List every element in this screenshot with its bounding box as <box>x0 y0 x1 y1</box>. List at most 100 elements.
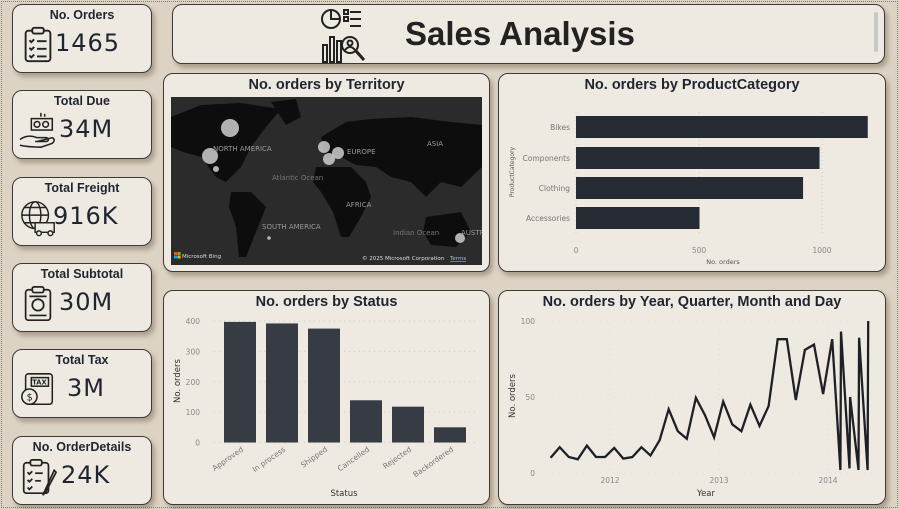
x-axis-title: Year <box>696 489 716 499</box>
bar-bikes <box>576 116 868 138</box>
kpi-label: Total Due <box>53 94 111 108</box>
x-tick-label: 2013 <box>709 476 728 485</box>
kpi-label: Total Tax <box>55 353 109 367</box>
product-category-chart: 0 500 1000 Bikes Components Clothing Accessori… <box>509 112 868 266</box>
bar-rejected <box>392 406 424 443</box>
kpi-value: 1465 <box>55 29 121 57</box>
kpi-card-total-tax: Total Tax TAX $ 3M <box>12 349 152 418</box>
kpi-card-total-due: Total Due 34M <box>12 90 152 159</box>
product-category-chart-card: No. orders by ProductCategory 0 500 1000 Bi… <box>498 73 886 272</box>
y-tick-label: 0 <box>530 469 535 478</box>
kpi-value: 24K <box>61 461 111 489</box>
chart-title: No. orders by Territory <box>248 77 405 93</box>
status-chart-card: No. orders by Status 0 100 200 300 400 Approv… <box>163 290 490 505</box>
money-hand-icon <box>19 112 55 148</box>
kpi-card-no-orderdetails: No. OrderDetails 24K <box>12 436 152 505</box>
map-label: Indian Ocean <box>393 229 439 237</box>
map-bubble <box>213 166 219 172</box>
y-tick-label: 200 <box>186 378 201 387</box>
y-axis-title: ProductCategory <box>509 146 516 197</box>
x-tick-label: Rejected <box>381 445 413 471</box>
kpi-label: No. Orders <box>49 8 115 22</box>
kpi-value: 30M <box>59 288 114 316</box>
y-tick-label: 400 <box>186 317 201 326</box>
territory-map-card: No. orders by Territory NORTH AMERICA EU… <box>163 73 490 272</box>
map-label: ASIA <box>427 140 443 148</box>
map-label: SOUTH AMERICA <box>262 223 321 231</box>
y-axis-title: No. orders <box>508 373 518 417</box>
y-tick-label: 100 <box>521 317 536 326</box>
svg-text:TAX: TAX <box>32 378 46 386</box>
x-tick-label: 0 <box>574 246 579 255</box>
chart-title: No. orders by ProductCategory <box>584 77 800 93</box>
bar-clothing <box>576 177 804 199</box>
map-copyright: © 2025 Microsoft Corporation <box>362 255 445 262</box>
x-tick-label: 500 <box>692 246 707 255</box>
y-tick-label: Components <box>523 154 571 163</box>
map-bubble <box>202 148 218 164</box>
x-tick-label: 2012 <box>600 476 619 485</box>
kpi-label: Total Freight <box>44 181 120 195</box>
y-tick-label: Accessories <box>526 214 570 223</box>
territory-map[interactable]: NORTH AMERICA EUROPE ASIA Atlantic Ocean… <box>171 97 482 265</box>
order-bubbles <box>202 119 465 243</box>
map-label: Atlantic Ocean <box>272 174 323 182</box>
x-axis-title: No. orders <box>706 258 740 266</box>
series-line <box>549 320 870 471</box>
globe-delivery-truck-icon <box>21 201 55 237</box>
header-banner: Sales Analysis <box>172 4 885 64</box>
bar-cancelled <box>350 400 382 443</box>
x-tick-label: Approved <box>211 445 246 473</box>
chart-title: No. orders by Year, Quarter, Month and D… <box>542 294 842 310</box>
kpi-card-total-subtotal: Total Subtotal 30M <box>12 263 152 332</box>
kpi-label: No. OrderDetails <box>32 440 132 454</box>
bar-shipped <box>308 328 340 443</box>
bing-logo-icon <box>174 252 181 259</box>
invoice-dollar-icon <box>24 286 52 322</box>
map-bubble <box>318 141 330 153</box>
x-tick-label: Cancelled <box>336 445 372 474</box>
x-tick-label: In process <box>251 445 288 474</box>
svg-text:$: $ <box>27 392 33 403</box>
map-terms-link[interactable]: Terms <box>449 256 466 262</box>
x-tick-label: Backordered <box>411 445 455 480</box>
y-axis-title: No. orders <box>173 358 183 402</box>
map-label: EUROPE <box>347 148 376 156</box>
land-masses <box>171 99 482 257</box>
y-tick-label: 300 <box>186 347 201 356</box>
kpi-value: 916K <box>53 202 119 230</box>
kpi-value: 34M <box>59 115 114 143</box>
map-label: AFRICA <box>346 201 372 209</box>
x-axis-title: Status <box>330 489 358 499</box>
map-bubble <box>267 236 271 240</box>
y-tick-label: Clothing <box>539 184 570 193</box>
map-brand: Microsoft Bing <box>182 254 221 260</box>
scrollbar[interactable] <box>874 12 878 52</box>
clipboard-pen-icon <box>22 459 58 496</box>
kpi-card-no-orders: No. Orders 1465 <box>12 4 152 73</box>
orders-over-time-chart: 0 50 100 2012 2013 2014 Year No. orders <box>508 317 879 499</box>
map-bubble <box>455 233 465 243</box>
analytics-report-icon <box>321 9 366 63</box>
x-tick-label: Shipped <box>299 445 329 470</box>
x-tick-label: 2014 <box>818 476 837 485</box>
y-tick-label: 0 <box>195 439 200 448</box>
bar-in-process <box>266 323 298 443</box>
bar-approved <box>224 321 256 443</box>
bar-accessories <box>576 207 700 229</box>
x-tick-label: 1000 <box>812 246 831 255</box>
kpi-label: Total Subtotal <box>40 267 124 281</box>
orders-over-time-chart-card: No. orders by Year, Quarter, Month and D… <box>498 290 886 505</box>
bar-components <box>576 147 820 169</box>
map-label: AUSTRA <box>461 229 482 237</box>
tax-scroll-icon: TAX $ <box>21 373 54 406</box>
kpi-card-total-freight: Total Freight 916K <box>12 177 152 246</box>
kpi-value: 3M <box>67 374 105 402</box>
map-bubble <box>323 153 335 165</box>
page-title: Sales Analysis <box>405 15 635 52</box>
y-tick-label: 50 <box>525 393 535 402</box>
y-tick-label: 100 <box>186 408 201 417</box>
status-chart: 0 100 200 300 400 Approved In process Shipped Ca… <box>173 317 479 499</box>
bar-backordered <box>434 427 466 443</box>
